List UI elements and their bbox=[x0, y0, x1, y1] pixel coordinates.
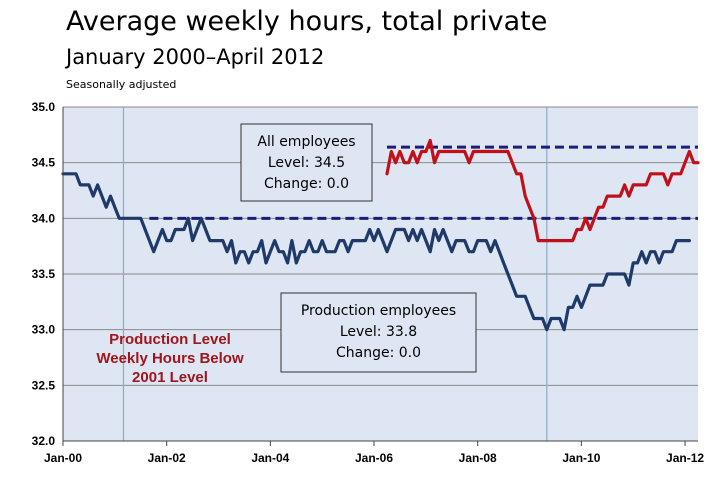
annotation-box bbox=[280, 292, 477, 373]
x-tick-label: Jan-12 bbox=[666, 451, 704, 465]
annotation-box-text: Change: 0.0 bbox=[264, 176, 349, 192]
x-tick-label: Jan-06 bbox=[355, 451, 393, 465]
annotation-box-text: All employees bbox=[257, 134, 355, 150]
chart-title: Average weekly hours, total private bbox=[66, 6, 548, 37]
y-tick-label: 35.0 bbox=[32, 100, 56, 114]
x-tick-label: Jan-04 bbox=[251, 451, 289, 465]
annotation-box bbox=[240, 123, 373, 202]
seasonal-note: Seasonally adjusted bbox=[66, 78, 177, 91]
x-tick-label: Jan-08 bbox=[459, 451, 497, 465]
all-employees-box: All employees Level: 34.5 Change: 0.0 bbox=[240, 123, 373, 202]
y-tick-label: 34.5 bbox=[32, 156, 56, 170]
production-employees-line bbox=[61, 172, 692, 332]
y-tick-label: 33.5 bbox=[32, 267, 56, 281]
chart-subtitle: January 2000–April 2012 bbox=[66, 45, 325, 69]
y-tick-label: 32.5 bbox=[32, 378, 56, 392]
x-tick-label: Jan-10 bbox=[562, 451, 600, 465]
annotation-box-text: Change: 0.0 bbox=[336, 345, 421, 361]
y-tick-label: 32.0 bbox=[32, 434, 56, 448]
all-employees-line bbox=[385, 138, 700, 243]
y-tick-label: 33.0 bbox=[32, 323, 56, 337]
annotation-note-text: Weekly Hours Below bbox=[96, 350, 244, 367]
annotation-box-text: Level: 34.5 bbox=[268, 155, 345, 171]
annotation-note-text: Production Level bbox=[109, 331, 231, 348]
annotation-note-text: 2001 Level bbox=[132, 369, 208, 386]
production-level-note: Production Level Weekly Hours Below 2001 L… bbox=[96, 331, 244, 386]
annotation-box-text: Level: 33.8 bbox=[340, 324, 417, 340]
production-employees-box: Production employees Level: 33.8 Change: 0… bbox=[280, 292, 477, 373]
x-tick-label: Jan-02 bbox=[148, 451, 186, 465]
annotation-box-text: Production employees bbox=[301, 303, 456, 319]
x-tick-label: Jan-00 bbox=[44, 451, 82, 465]
y-tick-label: 34.0 bbox=[32, 211, 56, 225]
